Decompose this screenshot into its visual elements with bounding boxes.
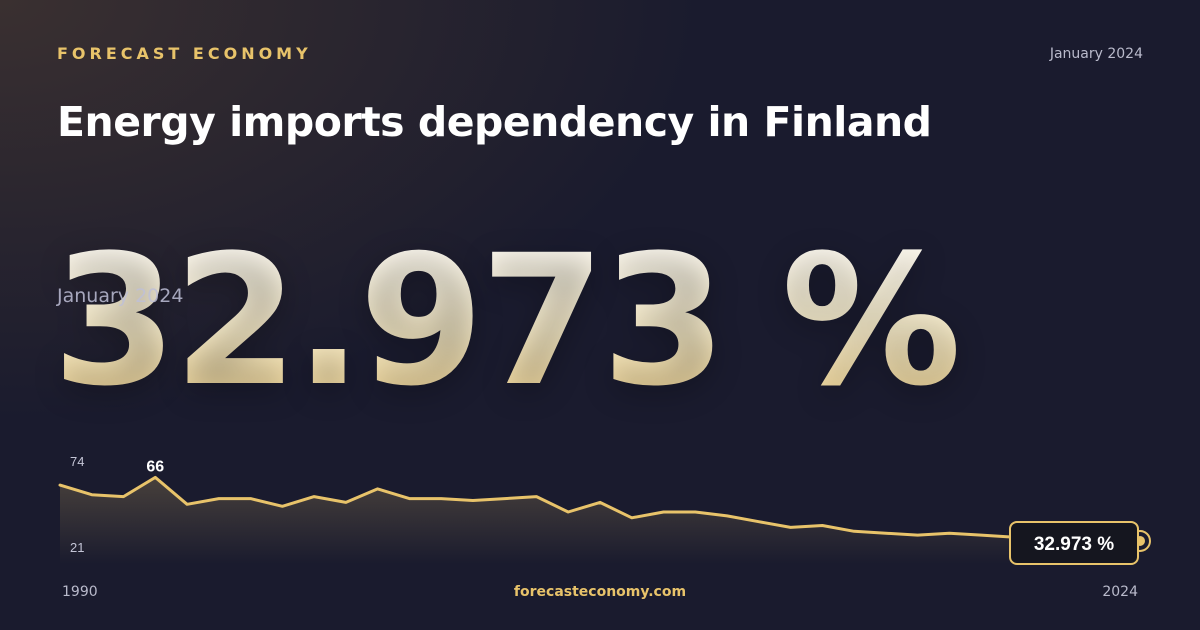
header-date: January 2024 [1049,46,1143,62]
chart-line [58,475,1142,543]
peak-label: 66 [146,458,164,475]
chart-area [60,477,1140,564]
brand-name: FORECAST ECONOMY [57,44,312,63]
y-tick-max: 74 [70,454,84,469]
headline-date: January 2024 [57,285,184,307]
footer-url[interactable]: forecasteconomy.com [513,584,687,600]
last-value-label: 32.973 % [1034,534,1114,555]
y-tick-min: 21 [70,540,84,555]
x-axis-start: 1990 [62,584,98,600]
x-axis-end: 2024 [1102,584,1138,600]
page-title: Energy imports dependency in Finland [57,98,932,146]
headline-value: 32.973 % [52,217,962,426]
last-value-box [1009,520,1139,565]
